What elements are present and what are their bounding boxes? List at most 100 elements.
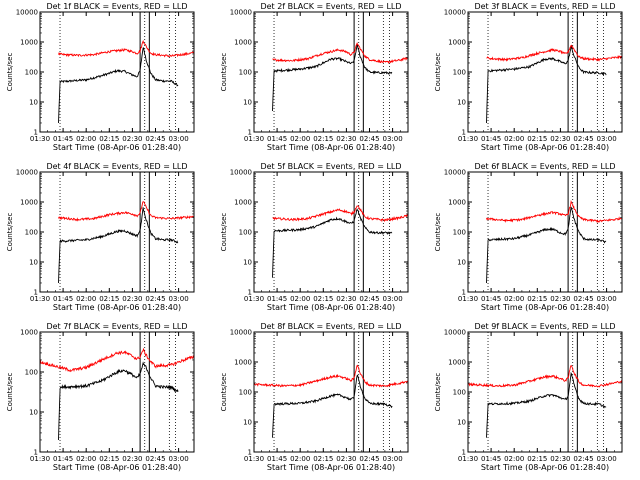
lld-series-line <box>486 200 623 224</box>
y-tick-label: 10000 <box>230 9 252 17</box>
x-tick-label: 03:00 <box>383 135 403 143</box>
x-tick-label: 01:30 <box>244 455 264 463</box>
x-tick-label: 03:00 <box>169 135 189 143</box>
panel-det-1: Det 1f BLACK = Events, RED = LLD 01:30 01:… <box>6 2 195 152</box>
y-tick-label: 1000 <box>234 39 252 47</box>
panel-title: Det 7f BLACK = Events, RED = LLD <box>46 322 187 331</box>
x-tick-label: 02:15 <box>99 295 119 303</box>
y-tick-label: 100 <box>25 369 38 377</box>
lld-series-line <box>272 42 409 64</box>
panel-det-4: Det 4f BLACK = Events, RED = LLD 01:30 01:… <box>6 162 195 312</box>
x-tick-label: 02:30 <box>550 135 570 143</box>
x-tick-label: 02:45 <box>573 295 593 303</box>
x-tick-label: 02:00 <box>76 455 96 463</box>
y-tick-label: 10000 <box>230 329 252 337</box>
x-tick-label: 02:00 <box>290 455 310 463</box>
lld-series-line <box>39 347 195 373</box>
x-tick-label: 02:30 <box>550 295 570 303</box>
panel-det-7: Det 7f BLACK = Events, RED = LLD 01:30 01:… <box>6 322 195 472</box>
panel-title: Det 1f BLACK = Events, RED = LLD <box>46 2 187 11</box>
y-tick-label: 1 <box>462 129 466 137</box>
x-tick-label: 02:00 <box>504 295 524 303</box>
x-tick-label: 02:45 <box>573 455 593 463</box>
x-tick-label: 02:45 <box>145 295 165 303</box>
panel-title: Det 5f BLACK = Events, RED = LLD <box>260 162 401 171</box>
x-axis-label: Start Time (08-Apr-06 01:28:40) <box>481 303 609 312</box>
panel-title: Det 3f BLACK = Events, RED = LLD <box>474 2 615 11</box>
y-tick-label: 10 <box>29 99 38 107</box>
y-axis-label: Counts/sec <box>434 373 442 412</box>
x-tick-label: 01:30 <box>30 455 50 463</box>
y-axis-label: Counts/sec <box>434 213 442 252</box>
x-tick-label: 01:45 <box>267 135 287 143</box>
events-series-line <box>58 47 179 124</box>
y-tick-label: 100 <box>25 229 38 237</box>
y-axis-label: Counts/sec <box>220 373 228 412</box>
events-series-line <box>486 44 607 124</box>
lld-series-line <box>467 365 623 388</box>
panel-det-9: Det 9f BLACK = Events, RED = LLD 01:30 01:… <box>434 322 623 472</box>
x-tick-label: 01:45 <box>267 295 287 303</box>
x-axis-label: Start Time (08-Apr-06 01:28:40) <box>53 303 181 312</box>
panel-det-8: Det 8f BLACK = Events, RED = LLD 01:30 01:… <box>220 322 409 472</box>
y-tick-label: 10 <box>29 259 38 267</box>
x-tick-label: 02:15 <box>527 135 547 143</box>
x-tick-label: 02:00 <box>76 135 96 143</box>
panel-title: Det 6f BLACK = Events, RED = LLD <box>474 162 615 171</box>
x-tick-label: 03:00 <box>597 295 617 303</box>
lld-series-line <box>58 201 195 222</box>
events-series-line <box>272 42 393 112</box>
x-tick-label: 02:15 <box>313 135 333 143</box>
x-axis-label: Start Time (08-Apr-06 01:28:40) <box>267 143 395 152</box>
y-tick-label: 1000 <box>20 199 38 207</box>
y-tick-label: 1000 <box>234 199 252 207</box>
y-tick-label: 1 <box>34 289 38 297</box>
y-tick-label: 10000 <box>16 169 38 177</box>
x-tick-label: 02:00 <box>504 135 524 143</box>
panel-det-2: Det 2f BLACK = Events, RED = LLD 01:30 01:… <box>220 2 409 152</box>
events-series-line <box>58 361 179 441</box>
y-tick-label: 1000 <box>20 39 38 47</box>
y-axis-label: Counts/sec <box>6 213 14 252</box>
x-axis-label: Start Time (08-Apr-06 01:28:40) <box>53 463 181 472</box>
y-tick-label: 100 <box>239 389 252 397</box>
events-series-line <box>58 207 179 284</box>
x-tick-label: 02:15 <box>313 455 333 463</box>
panel-title: Det 4f BLACK = Events, RED = LLD <box>46 162 187 171</box>
events-series-line <box>486 371 607 438</box>
lld-series-line <box>272 205 409 223</box>
y-tick-label: 1 <box>462 289 466 297</box>
x-tick-label: 01:45 <box>53 135 73 143</box>
x-axis-label: Start Time (08-Apr-06 01:28:40) <box>267 303 395 312</box>
y-tick-label: 1000 <box>448 39 466 47</box>
events-series-line <box>486 206 607 284</box>
y-tick-label: 1 <box>34 129 38 137</box>
panel-det-5: Det 5f BLACK = Events, RED = LLD 01:30 01:… <box>220 162 409 312</box>
y-tick-label: 1000 <box>448 359 466 367</box>
x-tick-label: 02:15 <box>527 295 547 303</box>
x-tick-label: 02:00 <box>504 455 524 463</box>
x-tick-label: 03:00 <box>597 455 617 463</box>
x-axis-label: Start Time (08-Apr-06 01:28:40) <box>53 143 181 152</box>
x-tick-label: 02:00 <box>290 295 310 303</box>
x-tick-label: 02:30 <box>122 135 142 143</box>
y-tick-label: 10000 <box>230 169 252 177</box>
y-tick-label: 100 <box>453 389 466 397</box>
y-tick-label: 100 <box>453 229 466 237</box>
x-tick-label: 01:45 <box>267 455 287 463</box>
y-axis-label: Counts/sec <box>220 213 228 252</box>
x-tick-label: 01:30 <box>244 135 264 143</box>
x-tick-label: 01:45 <box>481 295 501 303</box>
x-tick-label: 02:45 <box>145 135 165 143</box>
x-axis-label: Start Time (08-Apr-06 01:28:40) <box>481 143 609 152</box>
lld-series-line <box>58 39 195 58</box>
x-tick-label: 01:30 <box>458 455 478 463</box>
y-tick-label: 100 <box>239 229 252 237</box>
y-axis-label: Counts/sec <box>220 53 228 92</box>
x-tick-label: 02:45 <box>359 455 379 463</box>
x-tick-label: 01:30 <box>458 135 478 143</box>
x-tick-label: 02:30 <box>336 455 356 463</box>
x-tick-label: 01:45 <box>481 135 501 143</box>
x-tick-label: 01:30 <box>244 295 264 303</box>
